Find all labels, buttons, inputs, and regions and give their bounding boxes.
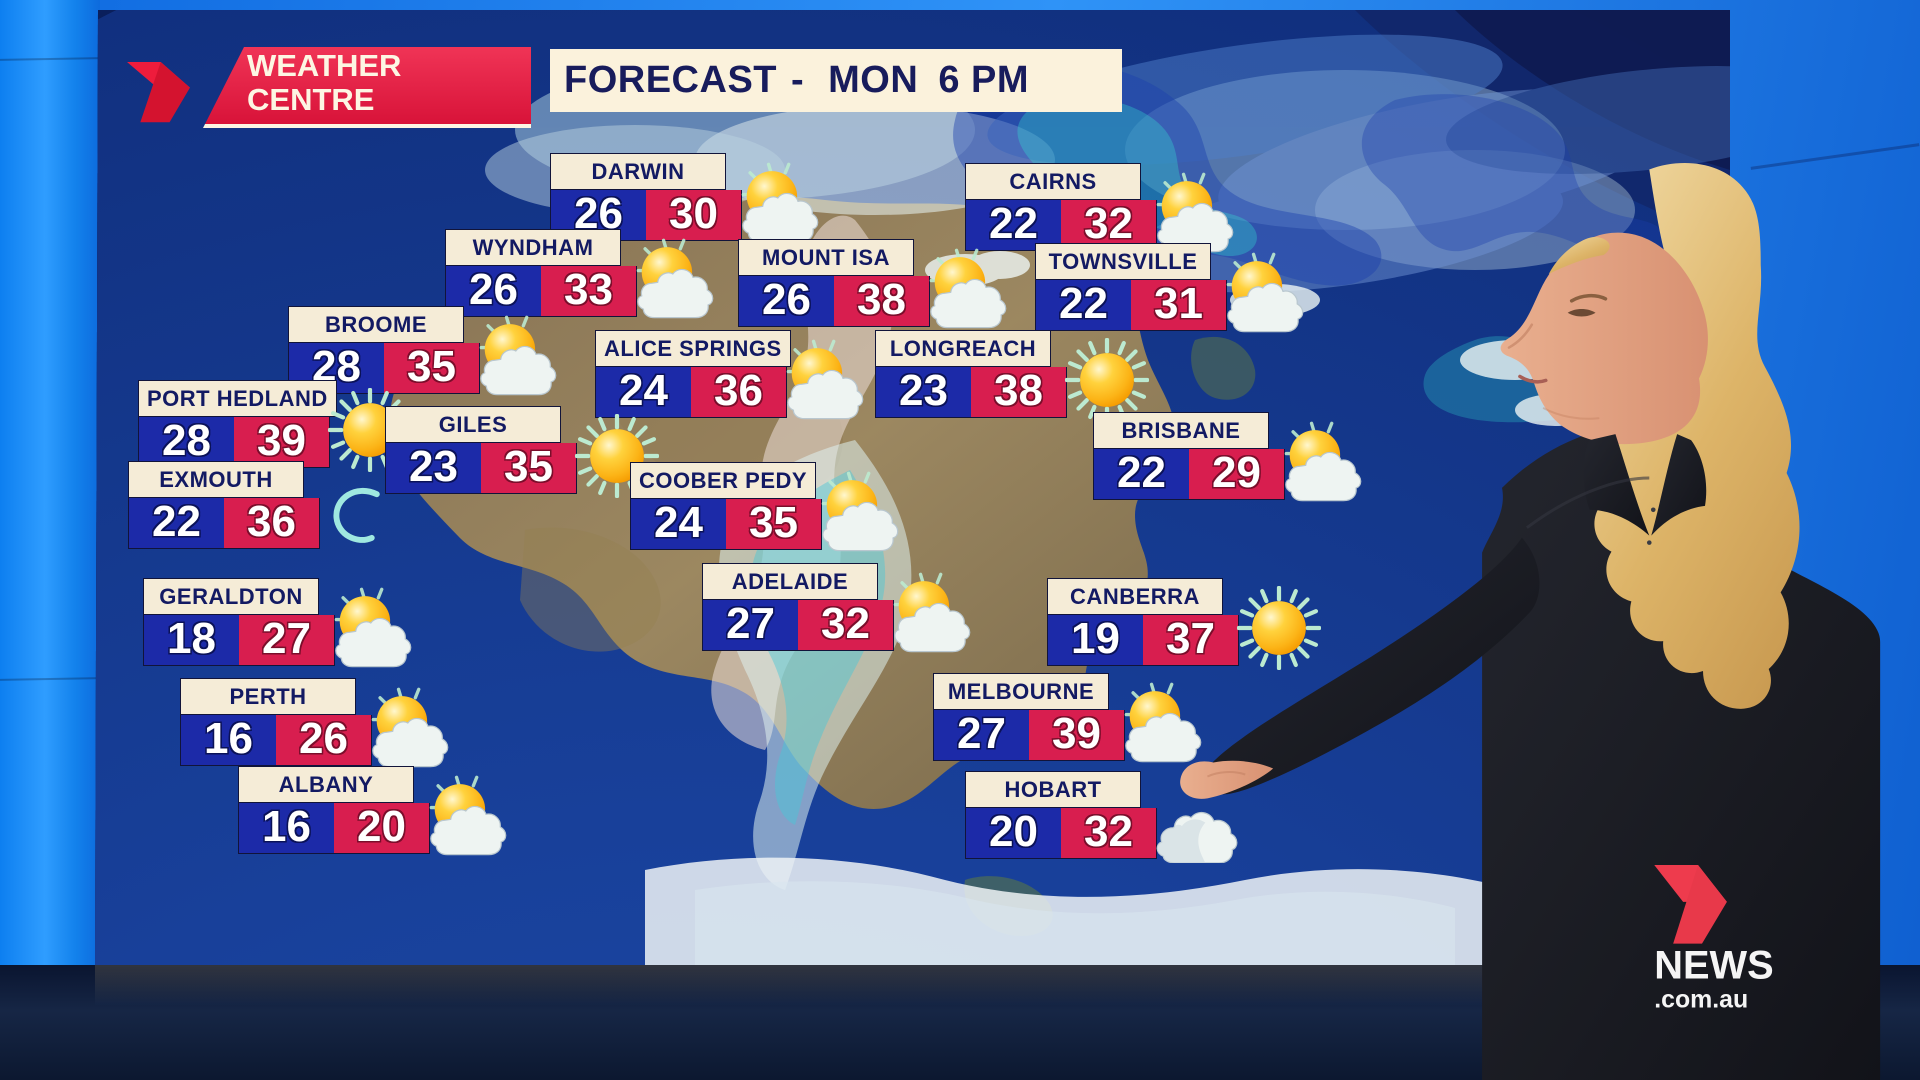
svg-text:NEWS: NEWS <box>1654 943 1773 987</box>
svg-text:.com.au: .com.au <box>1654 985 1748 1013</box>
